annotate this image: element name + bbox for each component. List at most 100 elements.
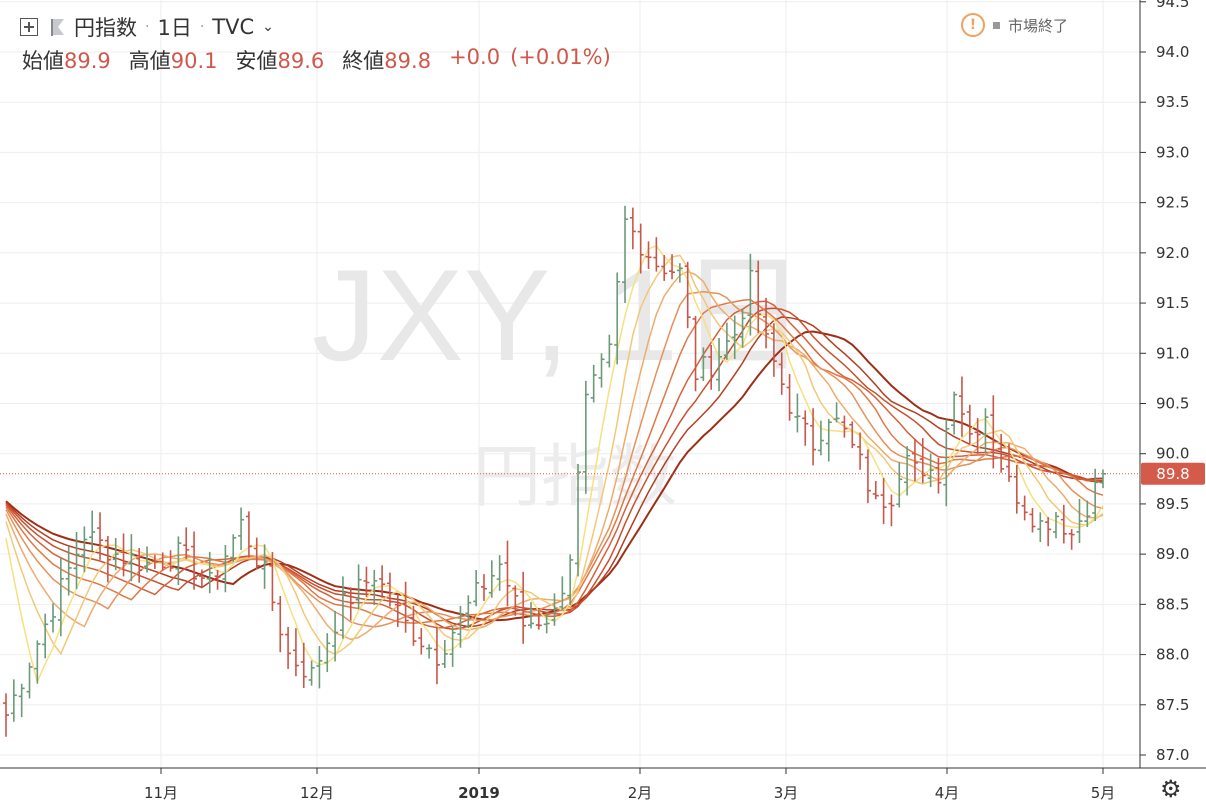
price-tick-label: 89.5	[1156, 495, 1189, 513]
ohlc-bar	[708, 345, 715, 390]
ohlc-bar	[426, 644, 433, 659]
time-tick-label: 3月	[774, 784, 799, 802]
last-price-badge	[1141, 462, 1205, 485]
price-tick-label: 91.0	[1156, 344, 1189, 362]
price-tick-label: 90.0	[1156, 445, 1189, 463]
price-tick-label: 92.0	[1156, 244, 1189, 262]
ohlc-bar	[943, 419, 950, 507]
ohlc-bar	[104, 536, 111, 583]
ohlc-bar	[927, 453, 934, 488]
flag-icon[interactable]	[50, 18, 66, 36]
ohlc-bar	[919, 438, 926, 484]
ohlc-bar	[778, 352, 785, 395]
warning-icon[interactable]: !	[960, 13, 985, 37]
ohlc-bar	[144, 546, 151, 573]
ohlc-bar	[18, 683, 25, 718]
ohlc-bar	[97, 512, 104, 560]
ohlc-bar	[904, 446, 911, 496]
ohlc-bar	[1021, 495, 1028, 521]
ohlc-bar	[394, 594, 401, 627]
ohlc-bar	[575, 463, 582, 577]
ohlc-bar	[379, 565, 386, 598]
exchange-label[interactable]: TVC	[212, 15, 255, 39]
ohlc-bar	[316, 645, 323, 689]
ohlc-bar	[261, 544, 268, 589]
ohlc-bar	[269, 552, 276, 611]
price-tick-label: 88.0	[1156, 646, 1189, 664]
ohlc-bar	[42, 613, 49, 659]
ohlc-value: 89.9	[64, 49, 111, 73]
separator-dot: ·	[199, 19, 205, 35]
ohlc-bar	[34, 640, 41, 684]
chevron-down-icon[interactable]: ⌄	[262, 19, 274, 35]
ohlc-bar	[896, 462, 903, 508]
ohlc-bar	[167, 550, 174, 572]
ohlc-bar	[857, 432, 864, 470]
last-price-value: 89.8	[1156, 465, 1189, 483]
ohlc-bar	[1005, 443, 1012, 482]
ohlc-bar	[112, 538, 119, 571]
ohlc-bar	[386, 572, 393, 607]
ohlc-bar	[73, 531, 80, 590]
chart-grid	[0, 0, 1140, 768]
ohlc-bar	[57, 557, 64, 637]
ohlc-bar	[488, 560, 495, 598]
symbol-name[interactable]: 円指数	[74, 16, 137, 40]
plus-box-icon[interactable]	[20, 18, 38, 36]
ohlc-bar	[692, 315, 699, 392]
ohlc-bar	[512, 585, 519, 616]
ohlc-bar	[230, 534, 237, 562]
ohlc-bar	[1013, 464, 1020, 514]
time-tick-label: 2月	[628, 784, 653, 802]
ohlc-label: 終値	[342, 49, 385, 73]
ohlc-bar	[676, 263, 683, 283]
ohlc-bar	[990, 395, 997, 469]
ohlc-bar	[810, 408, 817, 466]
ohlc-bar	[222, 545, 229, 593]
ohlc-bar	[582, 380, 589, 494]
price-axis: 87.0 87.5 88.0 88.5 89.0 89.5 90.0 90.5 91.0 91.5…	[1139, 0, 1189, 768]
ohlc-bar	[89, 510, 96, 552]
status-square-icon	[992, 21, 1000, 29]
separator-dot: ·	[145, 19, 150, 35]
ohlc-bar	[253, 537, 260, 570]
price-tick-label: 93.0	[1156, 143, 1189, 161]
gear-icon[interactable]: ⚙	[1160, 775, 1182, 803]
ohlc-item: 安値89.6	[236, 45, 325, 75]
ohlc-bar	[958, 376, 965, 437]
ohlc-bar	[716, 338, 723, 392]
ohlc-bar	[700, 347, 707, 382]
ohlc-bar	[629, 207, 636, 250]
ohlc-bar	[136, 548, 143, 583]
price-tick-label: 91.5	[1156, 294, 1189, 312]
ohlc-bar	[551, 593, 558, 626]
ohlc-bar	[755, 260, 762, 334]
time-tick-label: 4月	[935, 784, 960, 802]
ohlc-bar	[723, 322, 730, 360]
ohlc-bar	[504, 540, 511, 607]
ohlc-bar	[974, 418, 981, 454]
ohlc-bar	[1052, 511, 1059, 539]
price-tick-label: 92.5	[1156, 194, 1189, 212]
ohlc-value: 89.6	[277, 49, 325, 73]
ohlc-bar	[159, 552, 166, 571]
ohlc-bar	[245, 511, 252, 558]
ohlc-bar	[473, 570, 480, 607]
ohlc-item: 高値90.1	[129, 45, 218, 75]
watermark-title: JXY, 1日	[312, 242, 808, 388]
ohlc-bar	[347, 587, 354, 621]
ohlc-bar	[496, 555, 503, 591]
ohlc-bar	[535, 609, 542, 630]
ohlc-bar	[465, 595, 472, 629]
ohlc-bar	[802, 410, 809, 446]
ohlc-bar	[480, 574, 487, 601]
ohlc-bar	[151, 554, 158, 570]
interval-label[interactable]: 1日	[157, 16, 192, 40]
ohlc-label: 高値	[128, 49, 171, 73]
price-tick-label: 87.5	[1156, 696, 1189, 714]
ohlc-row: 始値89.9 高値90.1 安値89.6 終値89.8 +0.0 (+0.01%)	[22, 45, 611, 75]
ohlc-bar	[833, 402, 840, 423]
ohlc-bar	[3, 693, 9, 737]
ohlc-bar	[786, 374, 793, 421]
